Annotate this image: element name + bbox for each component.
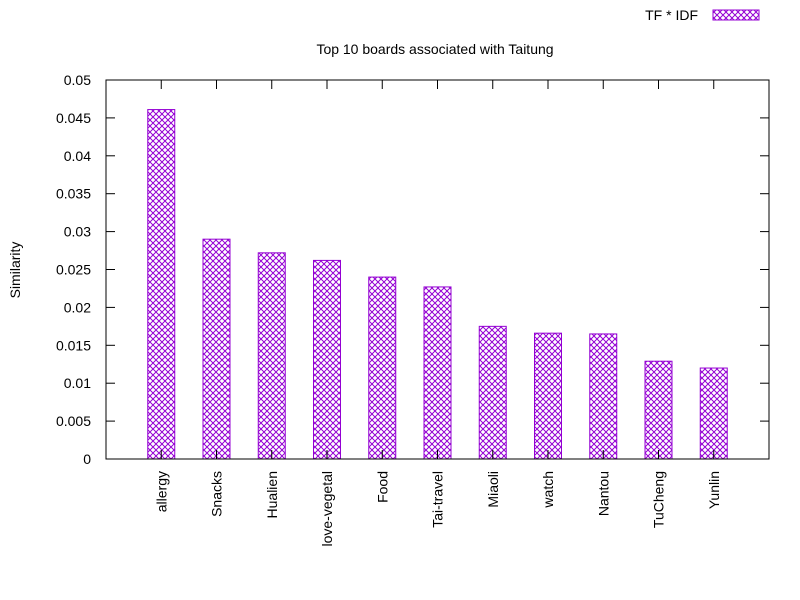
bar bbox=[313, 259, 341, 460]
x-tick-label: watch bbox=[540, 471, 556, 509]
bar bbox=[699, 367, 728, 460]
x-tick-label: Food bbox=[374, 471, 390, 503]
bar bbox=[147, 109, 176, 460]
y-tick-label: 0.025 bbox=[56, 262, 91, 278]
x-tick-label: TuCheng bbox=[651, 471, 667, 528]
legend-label: TF * IDF bbox=[645, 7, 698, 23]
x-ticks-group: allergy Snacks Hualien love-vegetal Food Tai-… bbox=[153, 80, 722, 547]
chart-title: Top 10 boards associated with Taitung bbox=[316, 41, 553, 57]
bar bbox=[534, 332, 562, 460]
y-tick-label: 0 bbox=[83, 451, 91, 467]
y-tick-label: 0.05 bbox=[64, 72, 91, 88]
bar bbox=[589, 333, 618, 460]
x-tick-label: Hualien bbox=[264, 471, 280, 518]
bar bbox=[257, 252, 286, 460]
y-tick-label: 0.02 bbox=[64, 299, 91, 315]
bar bbox=[478, 325, 507, 460]
y-tick-label: 0.04 bbox=[64, 148, 91, 164]
y-tick-label: 0.005 bbox=[56, 413, 91, 429]
y-tick-label: 0.045 bbox=[56, 110, 91, 126]
bar bbox=[202, 238, 231, 460]
legend: TF * IDF bbox=[645, 7, 760, 23]
x-tick-label: Nantou bbox=[595, 471, 611, 516]
y-tick-label: 0.03 bbox=[64, 224, 91, 240]
y-tick-label: 0.01 bbox=[64, 375, 91, 391]
y-tick-label: 0.035 bbox=[56, 186, 91, 202]
plot-frame bbox=[105, 79, 770, 460]
x-tick-label: Miaoli bbox=[485, 471, 501, 508]
bar bbox=[423, 286, 452, 460]
y-ticks-group: 0 0.005 0.01 0.015 0.02 0.025 0.03 0.035 0.04 0.0… bbox=[56, 72, 769, 467]
x-tick-label: Yunlin bbox=[706, 471, 722, 509]
x-tick-label: love-vegetal bbox=[319, 471, 335, 547]
x-tick-label: allergy bbox=[153, 471, 169, 512]
bar bbox=[644, 360, 673, 460]
x-tick-label: Snacks bbox=[209, 471, 225, 517]
bars-group bbox=[147, 109, 728, 460]
bar bbox=[368, 276, 397, 460]
y-tick-label: 0.015 bbox=[56, 337, 91, 353]
legend-swatch bbox=[712, 9, 760, 21]
x-tick-label: Tai-travel bbox=[430, 471, 446, 528]
y-axis-label: Similarity bbox=[7, 242, 23, 299]
